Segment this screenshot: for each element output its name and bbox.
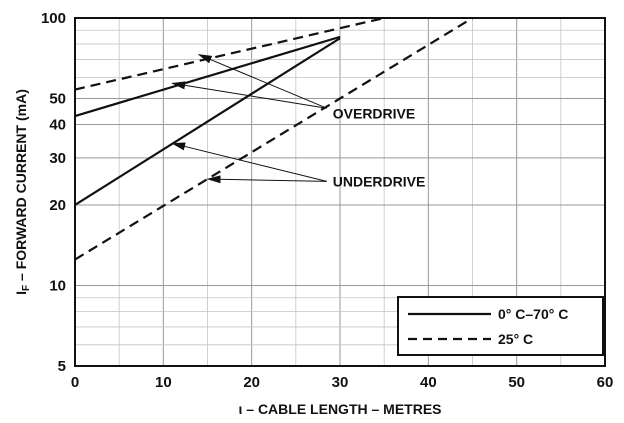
plot-frame: [74, 17, 606, 367]
annotation-arrow: [171, 81, 327, 109]
legend: 0° C–70° C 25° C: [397, 296, 604, 356]
y-tick-label: 50: [49, 91, 66, 108]
y-axis-title-subscript: F: [21, 285, 32, 291]
annotation-arrow: [171, 142, 327, 182]
x-axis-title: ι – CABLE LENGTH – METRES: [238, 401, 441, 417]
series-line-0-70c-overdrive: [74, 35, 341, 118]
legend-label-0-70c: 0° C–70° C: [498, 306, 568, 322]
annotation-arrow: [197, 54, 327, 109]
series-line-25c-overdrive: [74, 16, 385, 91]
x-tick-label: 20: [243, 374, 260, 391]
annotation-arrows: [171, 54, 327, 184]
annotation-underdrive: UNDERDRIVE: [333, 173, 426, 189]
y-tick-label: 20: [49, 197, 66, 214]
series-line-25c-underdrive: [74, 17, 474, 261]
y-axis-title-rest: – FORWARD CURRENT (mA): [13, 89, 29, 285]
y-tick-label: 10: [49, 277, 66, 294]
series-line-0-70c-underdrive: [74, 37, 341, 206]
y-tick-label: 5: [58, 358, 66, 375]
annotation-overdrive: OVERDRIVE: [333, 105, 415, 121]
y-tick-label: 40: [49, 116, 66, 133]
x-tick-label: 60: [597, 374, 614, 391]
series-lines: [74, 16, 474, 261]
x-tick-label: 10: [155, 374, 172, 391]
x-tick-label: 40: [420, 374, 437, 391]
y-axis-title-main: I: [13, 291, 29, 295]
tick-labels: 0 10 20 30 40 50 60 5 10 20 30 40 50 100: [41, 10, 613, 391]
y-tick-label: 100: [41, 10, 66, 27]
annotation-arrow: [206, 175, 327, 184]
x-tick-label: 0: [71, 374, 79, 391]
legend-label-25c: 25° C: [498, 331, 533, 347]
legend-box: [397, 296, 604, 356]
y-tick-label: 30: [49, 150, 66, 167]
x-tick-label: 50: [508, 374, 525, 391]
y-axis-title: IF – FORWARD CURRENT (mA): [13, 89, 32, 295]
x-tick-label: 30: [332, 374, 349, 391]
